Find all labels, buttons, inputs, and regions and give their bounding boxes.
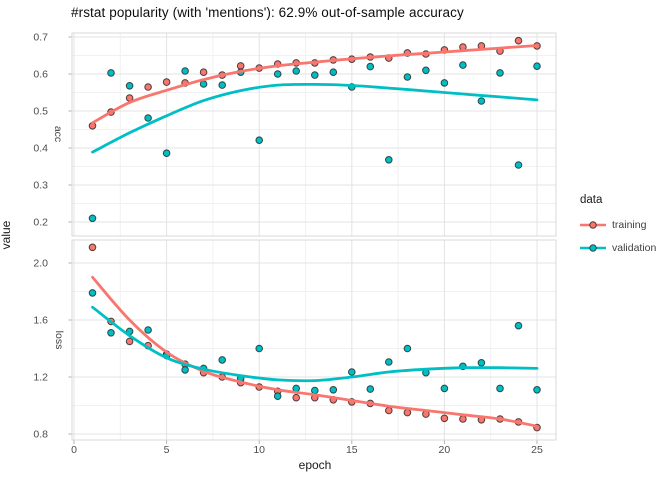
legend-label-training: training bbox=[612, 219, 647, 231]
scatter-point-validation bbox=[273, 392, 282, 401]
scatter-point-validation bbox=[218, 81, 226, 89]
x-tick-label: 5 bbox=[164, 444, 170, 456]
y-tick-label: 1.2 bbox=[33, 372, 48, 384]
scatter-point-validation bbox=[311, 71, 319, 79]
scatter-point-training bbox=[459, 415, 467, 423]
scatter-point-training bbox=[236, 62, 245, 70]
scatter-point-validation bbox=[440, 79, 449, 87]
x-tick-label: 25 bbox=[531, 444, 543, 456]
scatter-point-validation bbox=[348, 368, 356, 376]
panel-acc bbox=[72, 33, 556, 236]
y-tick-label: 0.8 bbox=[33, 429, 48, 441]
scatter-point-validation bbox=[255, 344, 264, 353]
smooth-line-training bbox=[91, 44, 539, 125]
x-tick-label: 15 bbox=[346, 444, 358, 456]
scatter-point-validation bbox=[422, 66, 430, 75]
scatter-point-validation bbox=[459, 61, 467, 69]
legend-item-validation: validation bbox=[580, 241, 656, 255]
scatter-point-validation bbox=[88, 214, 97, 223]
smooth-line-validation bbox=[91, 82, 539, 154]
scatter-point-validation bbox=[144, 326, 152, 334]
legend: data training validation bbox=[580, 194, 656, 255]
scatter-point-training bbox=[385, 406, 393, 415]
y-tick-label: 1.6 bbox=[33, 315, 48, 327]
facet-strip-loss: loss bbox=[53, 330, 65, 350]
scatter-point-validation bbox=[496, 69, 504, 77]
scatter-point-validation bbox=[144, 114, 152, 122]
x-tick-label: 10 bbox=[253, 444, 265, 456]
scatter-point-validation bbox=[199, 80, 208, 88]
scatter-point-validation bbox=[311, 386, 319, 395]
legend-item-training: training bbox=[580, 218, 656, 232]
scatter-point-validation bbox=[181, 366, 189, 374]
smooth-line-training bbox=[91, 275, 539, 428]
scatter-point-validation bbox=[403, 344, 412, 353]
scatter-point-training bbox=[144, 83, 152, 91]
panel-border bbox=[71, 32, 557, 237]
scatter-point-validation bbox=[329, 386, 338, 394]
y-tick-label: 0.3 bbox=[33, 180, 48, 192]
panel-border bbox=[71, 239, 557, 441]
scatter-point-validation bbox=[292, 384, 301, 393]
x-tick-label: 20 bbox=[439, 444, 451, 456]
scatter-point-validation bbox=[366, 385, 375, 393]
scatter-point-training bbox=[199, 68, 208, 76]
scatter-point-validation bbox=[477, 359, 486, 367]
scatter-point-training bbox=[403, 408, 412, 417]
scatter-point-validation bbox=[218, 356, 226, 364]
scatter-point-validation bbox=[477, 97, 486, 105]
x-tick-label: 0 bbox=[71, 444, 77, 456]
y-tick-label: 0.2 bbox=[33, 217, 48, 229]
scatter-point-validation bbox=[440, 384, 449, 393]
y-tick-label: 0.4 bbox=[33, 143, 48, 155]
scatter-point-validation bbox=[533, 62, 541, 70]
scatter-point-validation bbox=[366, 62, 375, 71]
y-axis-title: value bbox=[0, 220, 13, 250]
scatter-point-validation bbox=[385, 358, 393, 366]
scatter-point-training bbox=[440, 414, 449, 423]
scatter-point-validation bbox=[292, 67, 301, 75]
scatter-point-training bbox=[514, 36, 523, 45]
smooth-line-validation bbox=[91, 305, 539, 383]
scatter-point-training bbox=[88, 243, 97, 252]
scatter-point-validation bbox=[329, 68, 338, 76]
scatter-point-training bbox=[125, 337, 134, 346]
scatter-point-validation bbox=[88, 289, 97, 297]
scatter-point-validation bbox=[107, 69, 115, 77]
scatter-point-validation bbox=[496, 384, 504, 393]
scatter-point-validation bbox=[514, 161, 523, 169]
scatter-point-training bbox=[292, 393, 301, 402]
legend-key-training-icon bbox=[580, 221, 606, 229]
scatter-point-validation bbox=[385, 156, 393, 164]
legend-key-validation-icon bbox=[580, 244, 606, 252]
scatter-point-validation bbox=[181, 67, 189, 75]
scatter-point-validation bbox=[273, 70, 282, 78]
y-tick-label: 0.5 bbox=[33, 106, 48, 118]
y-tick-label: 0.7 bbox=[33, 32, 48, 44]
y-tick-label: 0.6 bbox=[33, 69, 48, 81]
legend-label-validation: validation bbox=[612, 242, 657, 254]
scatter-point-validation bbox=[107, 329, 115, 337]
scatter-point-validation bbox=[533, 386, 541, 394]
scatter-point-validation bbox=[403, 73, 412, 81]
panel-loss bbox=[72, 240, 556, 440]
y-tick-label: 2.0 bbox=[33, 258, 48, 270]
scatter-point-validation bbox=[514, 321, 523, 330]
scatter-point-validation bbox=[125, 82, 134, 90]
facet-strip-acc: acc bbox=[52, 125, 64, 143]
chart-title: #rstat popularity (with 'mentions'): 62.… bbox=[71, 5, 464, 20]
legend-title: data bbox=[580, 194, 603, 206]
x-axis-title: epoch bbox=[298, 458, 332, 472]
scatter-point-validation bbox=[255, 136, 264, 144]
scatter-point-validation bbox=[162, 149, 171, 157]
scatter-point-training bbox=[162, 78, 171, 86]
